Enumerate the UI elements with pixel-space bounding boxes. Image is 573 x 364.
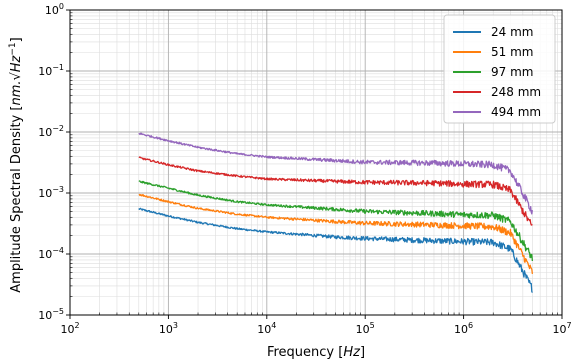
legend-label: 494 mm: [491, 105, 541, 119]
series-line-24-mm: [138, 207, 533, 293]
legend-label: 51 mm: [491, 45, 533, 59]
y-tick-label: 10−3: [38, 185, 64, 200]
x-tick-label: 102: [60, 321, 79, 336]
series-line-97-mm: [138, 180, 534, 262]
x-tick-labels: 102 103 104 105 106 107: [60, 321, 571, 336]
y-tick-label: 10−2: [38, 124, 64, 139]
y-tick-label: 10−4: [38, 246, 64, 261]
legend-label: 248 mm: [491, 85, 541, 99]
legend: 24 mm 51 mm 97 mm 248 mm 494 mm: [443, 14, 556, 124]
x-tick-label: 106: [454, 321, 473, 336]
y-tick-label: 10−5: [38, 307, 64, 322]
x-tick-label: 105: [356, 321, 375, 336]
x-tick-label: 103: [159, 321, 178, 336]
series-line-494-mm: [138, 132, 534, 215]
plot-frame: [69, 9, 563, 316]
x-axis-label: Frequency [Hz]: [267, 345, 365, 360]
y-tick-label: 10−1: [38, 63, 64, 78]
x-tick-label: 104: [257, 321, 276, 336]
y-tick-label: 100: [45, 2, 64, 17]
legend-label: 24 mm: [491, 25, 533, 39]
legend-box: [443, 14, 556, 124]
x-tick-label: 107: [552, 321, 571, 336]
legend-label: 97 mm: [491, 65, 533, 79]
y-tick-labels: 10−5 10−4 10−3 10−2 10−1 100: [38, 2, 64, 322]
grid-minor: [70, 10, 562, 315]
legend-items: 24 mm 51 mm 97 mm 248 mm 494 mm: [453, 25, 541, 119]
y-axis-label: Amplitude Spectral Density [nm.√Hz−1]: [8, 37, 24, 292]
series-line-51-mm: [138, 193, 534, 275]
series-line-248-mm: [138, 156, 533, 226]
series-group: [138, 132, 534, 293]
ticks-group: [66, 9, 563, 319]
